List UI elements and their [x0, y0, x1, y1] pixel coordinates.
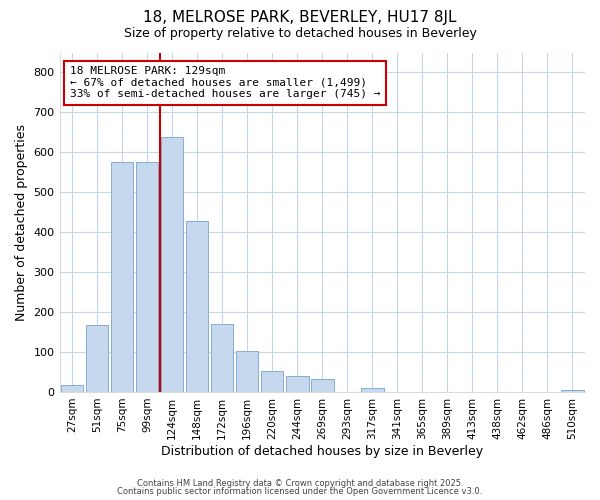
X-axis label: Distribution of detached houses by size in Beverley: Distribution of detached houses by size …	[161, 444, 484, 458]
Bar	[236, 351, 259, 392]
Bar	[186, 221, 208, 392]
Bar	[136, 162, 158, 392]
Text: Contains public sector information licensed under the Open Government Licence v3: Contains public sector information licen…	[118, 487, 482, 496]
Bar	[361, 388, 383, 392]
Bar	[86, 325, 109, 392]
Bar	[61, 385, 83, 392]
Text: 18, MELROSE PARK, BEVERLEY, HU17 8JL: 18, MELROSE PARK, BEVERLEY, HU17 8JL	[143, 10, 457, 25]
Text: Size of property relative to detached houses in Beverley: Size of property relative to detached ho…	[124, 28, 476, 40]
Bar	[561, 390, 584, 392]
Text: Contains HM Land Registry data © Crown copyright and database right 2025.: Contains HM Land Registry data © Crown c…	[137, 478, 463, 488]
Y-axis label: Number of detached properties: Number of detached properties	[15, 124, 28, 320]
Bar	[211, 324, 233, 392]
Bar	[261, 371, 283, 392]
Bar	[286, 376, 308, 392]
Bar	[311, 379, 334, 392]
Text: 18 MELROSE PARK: 129sqm
← 67% of detached houses are smaller (1,499)
33% of semi: 18 MELROSE PARK: 129sqm ← 67% of detache…	[70, 66, 380, 100]
Bar	[161, 137, 184, 392]
Bar	[111, 162, 133, 392]
